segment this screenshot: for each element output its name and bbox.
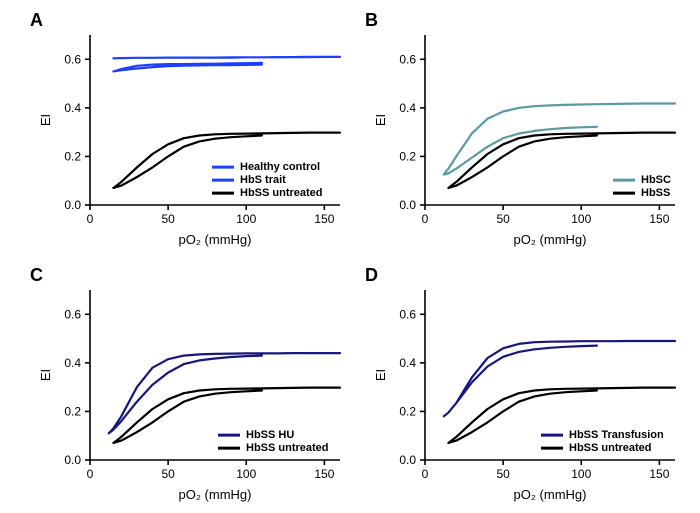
y-tick-label: 0.4: [399, 356, 416, 370]
y-tick-label: 0.0: [399, 453, 416, 467]
figure-root: A 0 50 100 150 0.0 0.2 0.4 0.6 pO₂ (mmHg) EI Health…: [0, 0, 700, 513]
y-tick-label: 0.2: [399, 404, 416, 418]
series-line: [113, 57, 340, 58]
legend-label: HbSS Transfusion: [569, 429, 664, 441]
chart-C: 0 50 100 150 0.0 0.2 0.4 0.6 pO₂ (mmHg) EI HbSS HU…: [30, 265, 350, 505]
series-line: [444, 341, 675, 416]
legend-label: HbSS untreated: [246, 442, 329, 454]
x-tick-label: 50: [496, 467, 510, 481]
x-tick-label: 0: [422, 467, 429, 481]
panel-A: A 0 50 100 150 0.0 0.2 0.4 0.6 pO₂ (mmHg) EI Health…: [30, 10, 350, 250]
x-tick-label: 0: [422, 212, 429, 226]
legend-label: HbSS untreated: [569, 442, 652, 454]
legend-label: HbSS untreated: [240, 187, 323, 199]
x-axis-title: pO₂ (mmHg): [179, 232, 252, 247]
x-tick-label: 100: [571, 467, 591, 481]
legend-label: Healthy control: [240, 161, 320, 173]
panel-D: D 0 50 100 150 0.0 0.2 0.4 0.6 pO₂ (mmHg) EI HbSS T…: [365, 265, 685, 505]
y-axis-title: EI: [38, 114, 53, 126]
y-tick-label: 0.0: [399, 198, 416, 212]
y-axis-title: EI: [38, 369, 53, 381]
y-tick-label: 0.2: [399, 149, 416, 163]
x-tick-label: 150: [314, 467, 334, 481]
x-tick-label: 100: [236, 467, 256, 481]
y-tick-label: 0.2: [64, 404, 81, 418]
x-tick-label: 100: [571, 212, 591, 226]
x-tick-label: 150: [314, 212, 334, 226]
chart-A: 0 50 100 150 0.0 0.2 0.4 0.6 pO₂ (mmHg) EI Healthy…: [30, 10, 350, 250]
y-tick-label: 0.6: [399, 307, 416, 321]
y-tick-label: 0.0: [64, 198, 81, 212]
x-axis-title: pO₂ (mmHg): [179, 487, 252, 502]
y-tick-label: 0.6: [399, 52, 416, 66]
legend: HbSS HUHbSS untreated: [218, 429, 329, 454]
x-axis-title: pO₂ (mmHg): [514, 232, 587, 247]
panel-label-A: A: [30, 10, 43, 31]
y-tick-label: 0.2: [64, 149, 81, 163]
y-tick-label: 0.4: [399, 101, 416, 115]
y-tick-label: 0.0: [64, 453, 81, 467]
x-tick-label: 50: [496, 212, 510, 226]
y-tick-label: 0.6: [64, 52, 81, 66]
panel-label-B: B: [365, 10, 378, 31]
series-line: [113, 63, 262, 72]
x-tick-label: 100: [236, 212, 256, 226]
panel-label-D: D: [365, 265, 378, 286]
panel-B: B 0 50 100 150 0.0 0.2 0.4 0.6 pO₂ (mmHg) EI HbSCHb…: [365, 10, 685, 250]
legend: HbSS TransfusionHbSS untreated: [541, 429, 664, 454]
legend-label: HbSC: [641, 174, 671, 186]
x-tick-label: 50: [161, 467, 175, 481]
x-tick-label: 0: [87, 212, 94, 226]
chart-D: 0 50 100 150 0.0 0.2 0.4 0.6 pO₂ (mmHg) EI HbSS Tr…: [365, 265, 685, 505]
panel-C: C 0 50 100 150 0.0 0.2 0.4 0.6 pO₂ (mmHg) EI HbSS H…: [30, 265, 350, 505]
legend: HbSCHbSS: [613, 174, 671, 199]
x-tick-label: 50: [161, 212, 175, 226]
series-line: [444, 104, 675, 175]
x-tick-label: 0: [87, 467, 94, 481]
legend-label: HbSS HU: [246, 429, 294, 441]
y-axis-title: EI: [373, 114, 388, 126]
legend: Healthy controlHbS traitHbSS untreated: [212, 161, 323, 199]
x-tick-label: 150: [649, 467, 669, 481]
y-axis-title: EI: [373, 369, 388, 381]
chart-B: 0 50 100 150 0.0 0.2 0.4 0.6 pO₂ (mmHg) EI HbSCHbS…: [365, 10, 685, 250]
legend-label: HbS trait: [240, 174, 286, 186]
x-axis-title: pO₂ (mmHg): [514, 487, 587, 502]
panel-label-C: C: [30, 265, 43, 286]
legend-label: HbSS: [641, 187, 670, 199]
y-tick-label: 0.6: [64, 307, 81, 321]
x-tick-label: 150: [649, 212, 669, 226]
y-tick-label: 0.4: [64, 101, 81, 115]
y-tick-label: 0.4: [64, 356, 81, 370]
